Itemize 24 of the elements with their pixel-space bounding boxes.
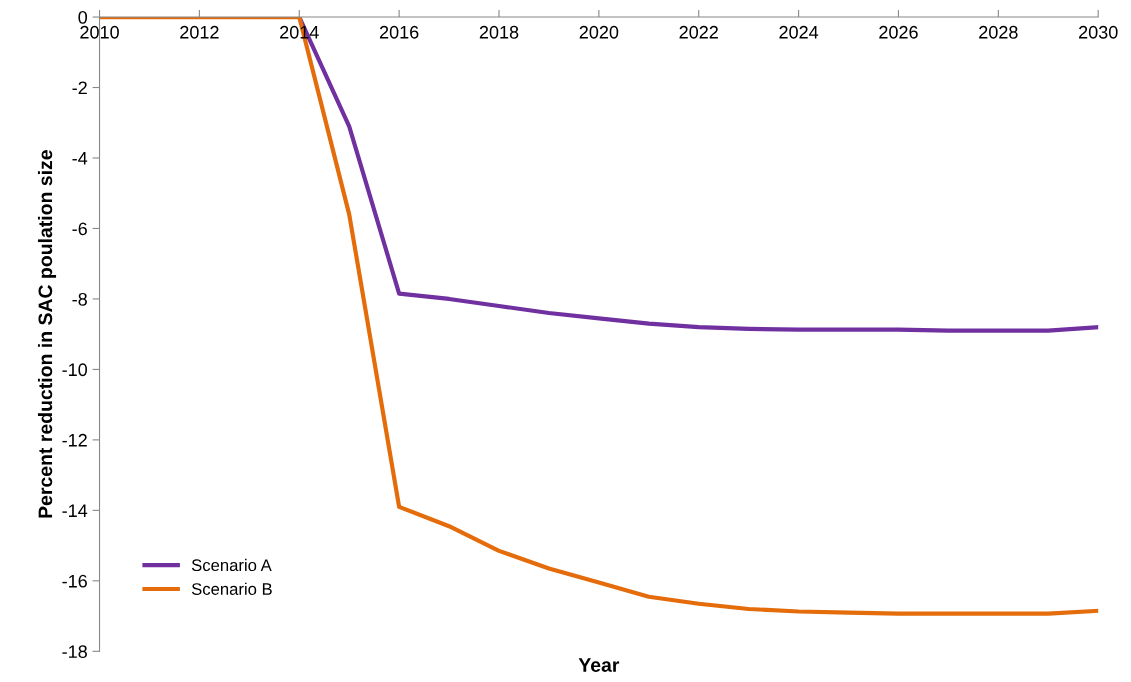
y-tick-label: -6 <box>72 222 87 236</box>
x-tick-label: 2028 <box>979 25 1018 39</box>
y-tick-label: -12 <box>62 433 87 447</box>
y-tick-label: 0 <box>78 10 88 24</box>
x-tick-label: 2018 <box>479 25 519 39</box>
y-tick-label: -8 <box>72 292 87 306</box>
x-tick-label: 2010 <box>80 25 119 39</box>
legend-label: Scenario A <box>191 558 272 572</box>
x-tick-label: 2030 <box>1079 25 1118 39</box>
y-tick-label: -16 <box>62 574 87 588</box>
y-tick-label: -4 <box>72 152 88 165</box>
x-tick-label: 2016 <box>379 25 419 39</box>
y-tick-label: -18 <box>62 645 87 659</box>
x-tick-label: 2012 <box>180 25 219 39</box>
x-tick-label: 2024 <box>779 25 819 39</box>
x-axis-title: Year <box>578 658 620 672</box>
x-tick-label: 2026 <box>879 25 918 39</box>
y-axis-title: Percent reduction in SAC poulation size <box>37 150 57 518</box>
y-tick-label: -2 <box>72 81 87 95</box>
y-tick-label: -14 <box>62 504 88 517</box>
x-tick-label: 2022 <box>679 25 718 39</box>
legend-label: Scenario B <box>191 582 272 595</box>
x-tick-label: 2020 <box>579 25 619 39</box>
y-tick-label: -10 <box>62 363 88 377</box>
